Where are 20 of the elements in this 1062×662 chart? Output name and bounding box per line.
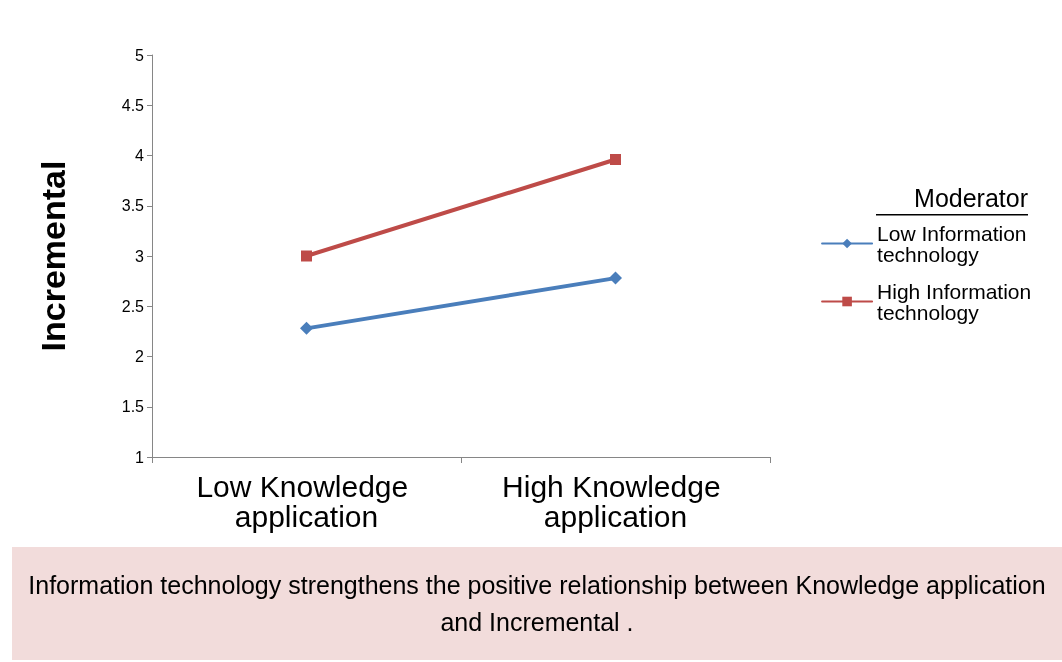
- x-tick-label: High Knowledge application: [502, 469, 729, 533]
- legend-label: Low Information technology: [877, 221, 1033, 266]
- text: Information technology strengthens the positive relationship between Knowledge application and Incremental .: [27, 569, 1047, 638]
- y-tick-label: 2.5: [121, 297, 145, 315]
- point: [609, 271, 622, 285]
- point: [301, 250, 312, 262]
- x-tick-label: Low Knowledge application: [196, 469, 417, 533]
- y-tick-label: 5: [135, 46, 145, 64]
- legend-title: Moderator: [914, 183, 1029, 212]
- legend-label: High Information technology: [877, 279, 1038, 324]
- point: [610, 154, 621, 166]
- y-tick-label: 3.5: [121, 197, 145, 215]
- y-tick-label: 1: [135, 448, 145, 466]
- y-tick-label: 3: [135, 247, 145, 265]
- y-tick-label: 4.5: [121, 96, 145, 114]
- y-tick-label: 1.5: [121, 398, 145, 416]
- y-tick-label: 4: [135, 147, 145, 164]
- y-tick-label: 2: [135, 348, 145, 365]
- point: [300, 321, 313, 335]
- y-axis-title: Incremental: [34, 160, 72, 352]
